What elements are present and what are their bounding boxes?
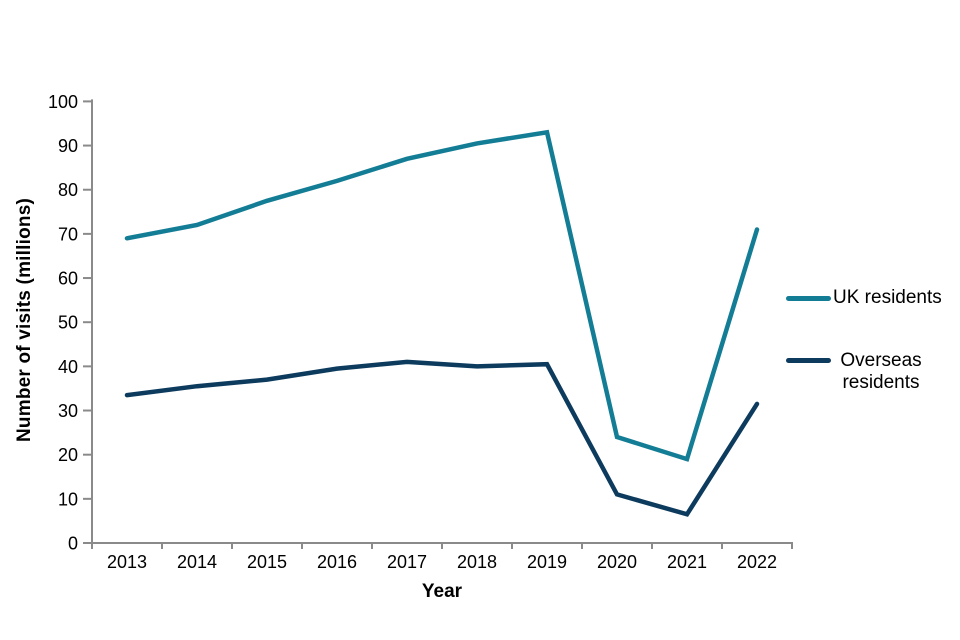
x-axis-title: Year — [421, 581, 463, 602]
legend-label-uk-residents: UK residents — [833, 287, 942, 308]
legend-label-overseas-residents: Overseas residents — [840, 350, 922, 393]
legend-swatch-uk-residents — [786, 295, 831, 301]
legend-item-overseas-residents: Overseas residents — [786, 350, 929, 394]
x-tick-label: 2015 — [247, 552, 287, 572]
series-line-overseas-residents — [124, 359, 760, 517]
y-tick-label: 80 — [58, 180, 78, 200]
x-tick-label: 2013 — [107, 552, 147, 572]
y-tick-label: 60 — [58, 269, 78, 289]
y-tick-label: 30 — [58, 401, 78, 421]
y-tick-label: 0 — [68, 534, 78, 554]
legend-swatch-overseas-residents — [786, 358, 831, 363]
x-tick-label: 2022 — [737, 552, 777, 572]
x-tick-label: 2021 — [667, 552, 707, 572]
x-tick-label: 2014 — [177, 552, 217, 572]
series-line-uk-residents — [124, 129, 760, 462]
y-tick-label: 50 — [58, 313, 78, 333]
y-tick-label: 20 — [58, 445, 78, 465]
x-tick-label: 2019 — [527, 552, 567, 572]
y-tick-label: 100 — [48, 92, 78, 112]
x-tick-label: 2020 — [597, 552, 637, 572]
y-tick-label: 90 — [58, 136, 78, 156]
y-axis-title: Number of visits (millions) — [14, 198, 35, 442]
x-tick-label: 2016 — [317, 552, 357, 572]
y-tick-label: 70 — [58, 224, 78, 244]
x-tick-label: 2017 — [387, 552, 427, 572]
legend-item-uk-residents: UK residents — [786, 288, 942, 308]
y-tick-label: 40 — [58, 357, 78, 377]
x-tick-label: 2018 — [457, 552, 497, 572]
y-tick-label: 10 — [58, 489, 78, 509]
